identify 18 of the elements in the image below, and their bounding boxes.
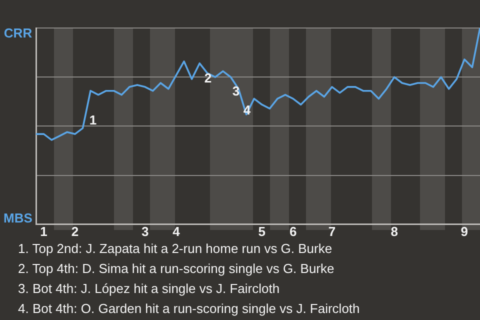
x-tick-label: 8 (390, 224, 398, 239)
annotation: 3 (232, 84, 240, 98)
x-tick-label: 1 (40, 224, 48, 239)
x-tick-label: 3 (141, 224, 149, 239)
x-tick-label: 5 (258, 224, 266, 239)
x-tick-label: 2 (71, 224, 79, 239)
text: MBS (4, 210, 32, 226)
text: CRR (4, 26, 32, 40)
text: 1. Top 2nd: J. Zapata hit a 2-run home run vs G. Burke (18, 240, 334, 258)
text: 2. Top 4th: D. Sima hit a run-scoring single vs G. Burke (18, 260, 336, 278)
x-tick-label: 4 (172, 224, 181, 239)
text: 4. Bot 4th: O. Garden hit a run-scoring single vs J. Faircloth (18, 300, 360, 318)
annotation: 1 (89, 112, 97, 128)
x-tick-label: 7 (328, 224, 336, 239)
x-tick-label: 6 (289, 224, 297, 239)
text: 3. Bot 4th: J. López hit a single vs J. Faircloth (18, 280, 281, 298)
annotation: 2 (204, 70, 212, 86)
x-tick-label: 9 (460, 224, 468, 239)
